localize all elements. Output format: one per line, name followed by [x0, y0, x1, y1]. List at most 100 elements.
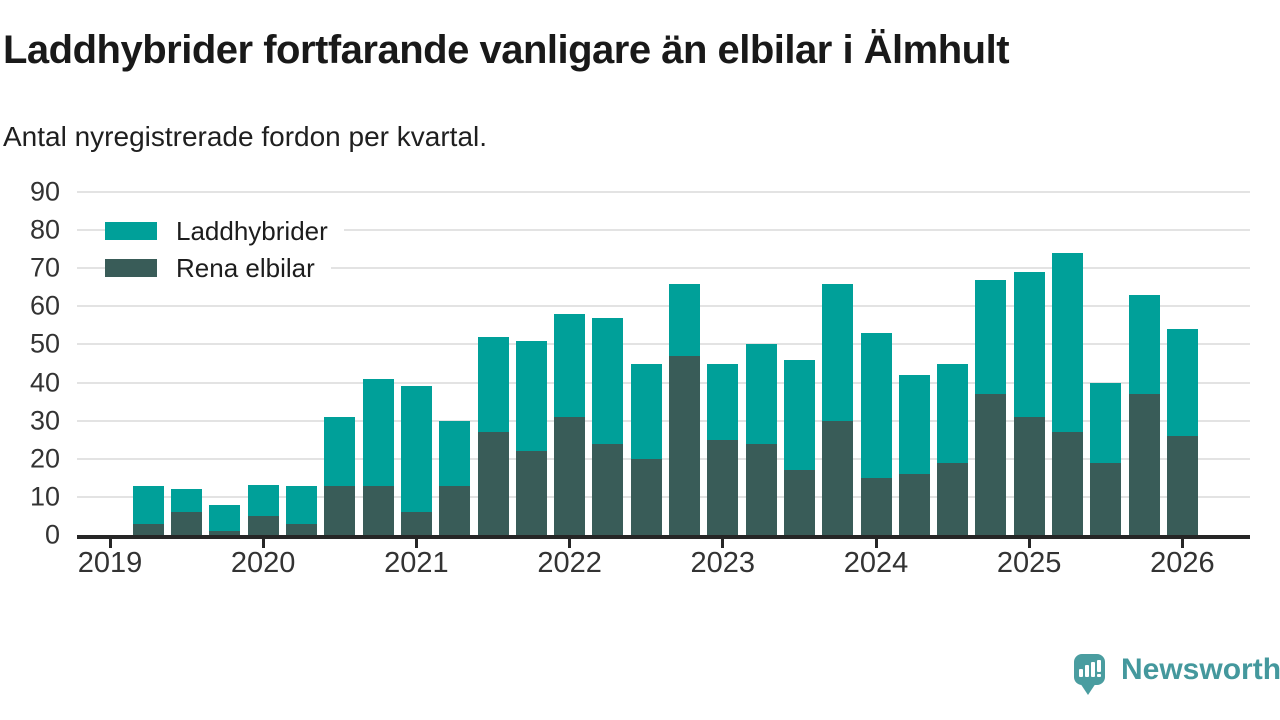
x-tick-label-2026: 2026 — [1150, 547, 1215, 579]
bar-2019-q2 — [132, 192, 164, 535]
bar-segment-laddhybrider — [515, 340, 547, 452]
bar-segment-laddhybrider — [1090, 382, 1122, 463]
gridline-20 — [77, 457, 1250, 460]
bar-2025-q2 — [1052, 192, 1083, 535]
bar-segment-laddhybrider — [554, 314, 586, 417]
x-tick-2021 — [414, 539, 418, 548]
bar-segment-rena-elbilar — [822, 420, 854, 535]
bar-2021-q1 — [400, 192, 432, 535]
bar-segment-rena-elbilar — [1128, 394, 1160, 535]
bar-segment-laddhybrider — [707, 363, 739, 440]
bar-segment-laddhybrider — [132, 485, 164, 524]
bar-2022-q3 — [630, 192, 662, 535]
y-tick-label-90: 90 — [29, 176, 60, 207]
bar-segment-laddhybrider — [975, 279, 1007, 394]
bar-segment-rena-elbilar — [171, 512, 203, 535]
y-tick-label-30: 30 — [29, 405, 60, 436]
bar-segment-laddhybrider — [171, 489, 203, 513]
bar-segment-rena-elbilar — [592, 443, 624, 535]
x-tick-2019 — [108, 539, 112, 548]
bar-segment-laddhybrider — [362, 378, 394, 486]
bar-segment-laddhybrider — [669, 283, 700, 356]
bar-segment-laddhybrider — [860, 333, 892, 478]
gridline-80 — [77, 229, 1250, 232]
bar-segment-laddhybrider — [286, 485, 317, 524]
bar-2022-q4 — [669, 192, 700, 535]
x-tick-label-2022: 2022 — [537, 547, 602, 579]
bar-2023-q3 — [783, 192, 815, 535]
x-tick-2026 — [1180, 539, 1184, 548]
x-axis-line — [77, 535, 1250, 539]
y-tick-label-0: 0 — [44, 519, 60, 550]
bar-2025-q3 — [1090, 192, 1122, 535]
bar-segment-laddhybrider — [822, 283, 854, 421]
bar-2024-q2 — [898, 192, 930, 535]
bar-segment-rena-elbilar — [132, 523, 164, 535]
x-tick-2022 — [568, 539, 572, 548]
bar-segment-laddhybrider — [1166, 329, 1198, 436]
bar-segment-rena-elbilar — [975, 394, 1007, 535]
legend-swatch-laddhybrider — [105, 221, 157, 240]
bar-segment-rena-elbilar — [898, 474, 930, 535]
y-tick-label-60: 60 — [29, 290, 60, 321]
bar-segment-laddhybrider — [209, 504, 241, 532]
bar-2024-q3 — [937, 192, 969, 535]
bar-segment-rena-elbilar — [1052, 432, 1083, 535]
x-tick-2025 — [1027, 539, 1031, 548]
newsworthy-logo-icon — [1074, 654, 1105, 695]
bar-segment-laddhybrider — [745, 344, 777, 444]
bar-2021-q2 — [439, 192, 471, 535]
bar-segment-laddhybrider — [1052, 253, 1083, 433]
bar-2019-q3 — [171, 192, 203, 535]
bar-segment-rena-elbilar — [630, 458, 662, 535]
bar-2020-q2 — [286, 192, 317, 535]
bar-segment-rena-elbilar — [1090, 462, 1122, 535]
bar-segment-laddhybrider — [630, 363, 662, 459]
bar-segment-laddhybrider — [477, 336, 509, 433]
bar-segment-rena-elbilar — [745, 443, 777, 535]
bar-2022-q2 — [592, 192, 624, 535]
gridline-70 — [77, 267, 1250, 270]
bar-2025-q1 — [1013, 192, 1045, 535]
bar-2025-q4 — [1128, 192, 1160, 535]
bar-2019-q4 — [209, 192, 241, 535]
bar-segment-rena-elbilar — [515, 451, 547, 535]
bar-segment-laddhybrider — [783, 359, 815, 471]
bar-chart-plot-area: 0 10 20 30 40 50 60 70 80 90 2019 2020 2021 2022 2023… — [30, 178, 1250, 578]
bar-segment-laddhybrider — [1128, 294, 1160, 394]
bar-segment-rena-elbilar — [209, 531, 241, 535]
legend-label: Laddhybrider — [176, 215, 328, 246]
x-tick-2024 — [874, 539, 878, 548]
legend-item-rena-elbilar: Rena elbilar — [105, 249, 331, 286]
y-tick-label-40: 40 — [29, 367, 60, 398]
x-tick-label-2020: 2020 — [230, 547, 296, 579]
bar-segment-laddhybrider — [324, 416, 356, 486]
bar-segment-rena-elbilar — [554, 416, 586, 535]
bar-segment-laddhybrider — [439, 420, 471, 486]
bar-segment-laddhybrider — [247, 485, 279, 516]
y-tick-label-20: 20 — [29, 443, 60, 474]
x-tick-label-2021: 2021 — [384, 547, 449, 579]
bar-segment-laddhybrider — [400, 386, 432, 513]
bar-segment-laddhybrider — [898, 374, 930, 474]
gridline-30 — [77, 419, 1250, 422]
bar-segment-rena-elbilar — [860, 477, 892, 535]
bar-2020-q1 — [247, 192, 279, 535]
gridline-90 — [77, 191, 1250, 193]
y-tick-label-10: 10 — [29, 481, 60, 512]
x-tick-label-2025: 2025 — [996, 547, 1062, 579]
bar-segment-rena-elbilar — [707, 439, 739, 535]
bar-segment-rena-elbilar — [400, 512, 432, 535]
legend: Laddhybrider Rena elbilar — [105, 212, 344, 286]
bar-2023-q2 — [745, 192, 777, 535]
bar-2024-q4 — [975, 192, 1007, 535]
bar-segment-rena-elbilar — [439, 485, 471, 535]
x-tick-2023 — [721, 539, 725, 548]
y-tick-label-80: 80 — [29, 214, 60, 245]
x-tick-label-2019: 2019 — [77, 547, 143, 579]
gridline-10 — [77, 495, 1250, 498]
bar-2023-q1 — [707, 192, 739, 535]
bar-segment-rena-elbilar — [362, 485, 394, 535]
bar-segment-laddhybrider — [1013, 272, 1045, 417]
chart-title: Laddhybrider fortfarande vanligare än el… — [3, 28, 1010, 72]
